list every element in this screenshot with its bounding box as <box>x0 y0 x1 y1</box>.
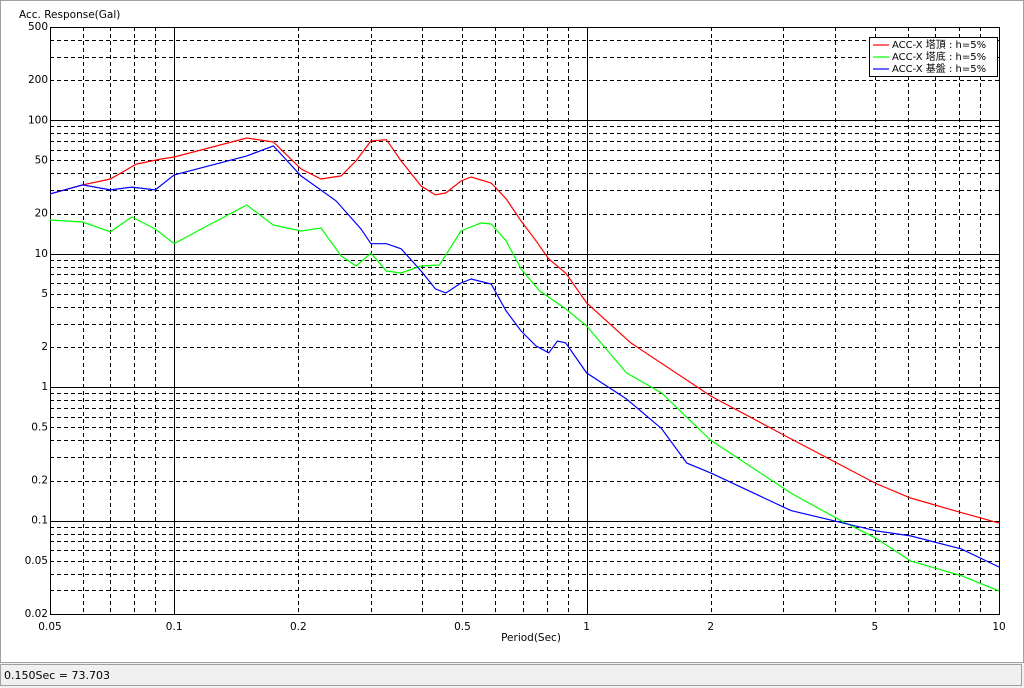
x-tick-label: 10 <box>992 621 1005 633</box>
x-tick-label: 5 <box>872 621 879 633</box>
y-tick-label: 20 <box>35 208 48 220</box>
x-tick-label: 2 <box>707 621 714 633</box>
x-tick-label: 0.1 <box>166 621 183 633</box>
y-tick-label: 200 <box>28 74 48 86</box>
x-tick-label: 1 <box>583 621 590 633</box>
chart-title: Acc. Response(Gal) <box>19 9 120 21</box>
y-tick-label: 50 <box>35 154 48 166</box>
y-tick-label: 0.5 <box>31 421 48 433</box>
legend-label: ACC-X 塔底 : h=5% <box>892 50 986 63</box>
y-tick-label: 100 <box>28 114 48 126</box>
legend-label: ACC-X 塔頂 : h=5% <box>892 38 986 51</box>
y-tick-label: 0.2 <box>31 475 48 487</box>
y-tick-label: 2 <box>41 341 48 353</box>
y-tick-label: 10 <box>35 248 48 260</box>
y-tick-label: 0.05 <box>25 555 48 567</box>
chart-window: Acc. Response(Gal) Period(Sec) 0.05 0.1 0.… <box>0 0 1024 663</box>
y-tick-label: 0.02 <box>25 608 48 620</box>
x-axis-label: Period(Sec) <box>501 632 561 644</box>
series-line <box>49 145 1000 568</box>
series-line <box>49 137 1000 524</box>
y-tick-label: 5 <box>41 288 48 300</box>
x-tick-label: 0.5 <box>454 621 471 633</box>
series-line <box>49 204 1000 592</box>
plot-frame <box>50 27 1000 615</box>
y-tick-label: 0.1 <box>31 515 48 527</box>
y-tick-label: 1 <box>41 381 48 393</box>
status-bar: 0.150Sec = 73.703 <box>0 664 1022 686</box>
x-tick-label: 0.2 <box>290 621 307 633</box>
x-tick-label: 0.05 <box>38 621 61 633</box>
chart: Acc. Response(Gal) Period(Sec) 0.05 0.1 0.… <box>19 9 1006 644</box>
legend-label: ACC-X 基盤 : h=5% <box>892 62 986 75</box>
legend-box <box>869 37 998 77</box>
y-tick-label: 500 <box>28 21 48 33</box>
